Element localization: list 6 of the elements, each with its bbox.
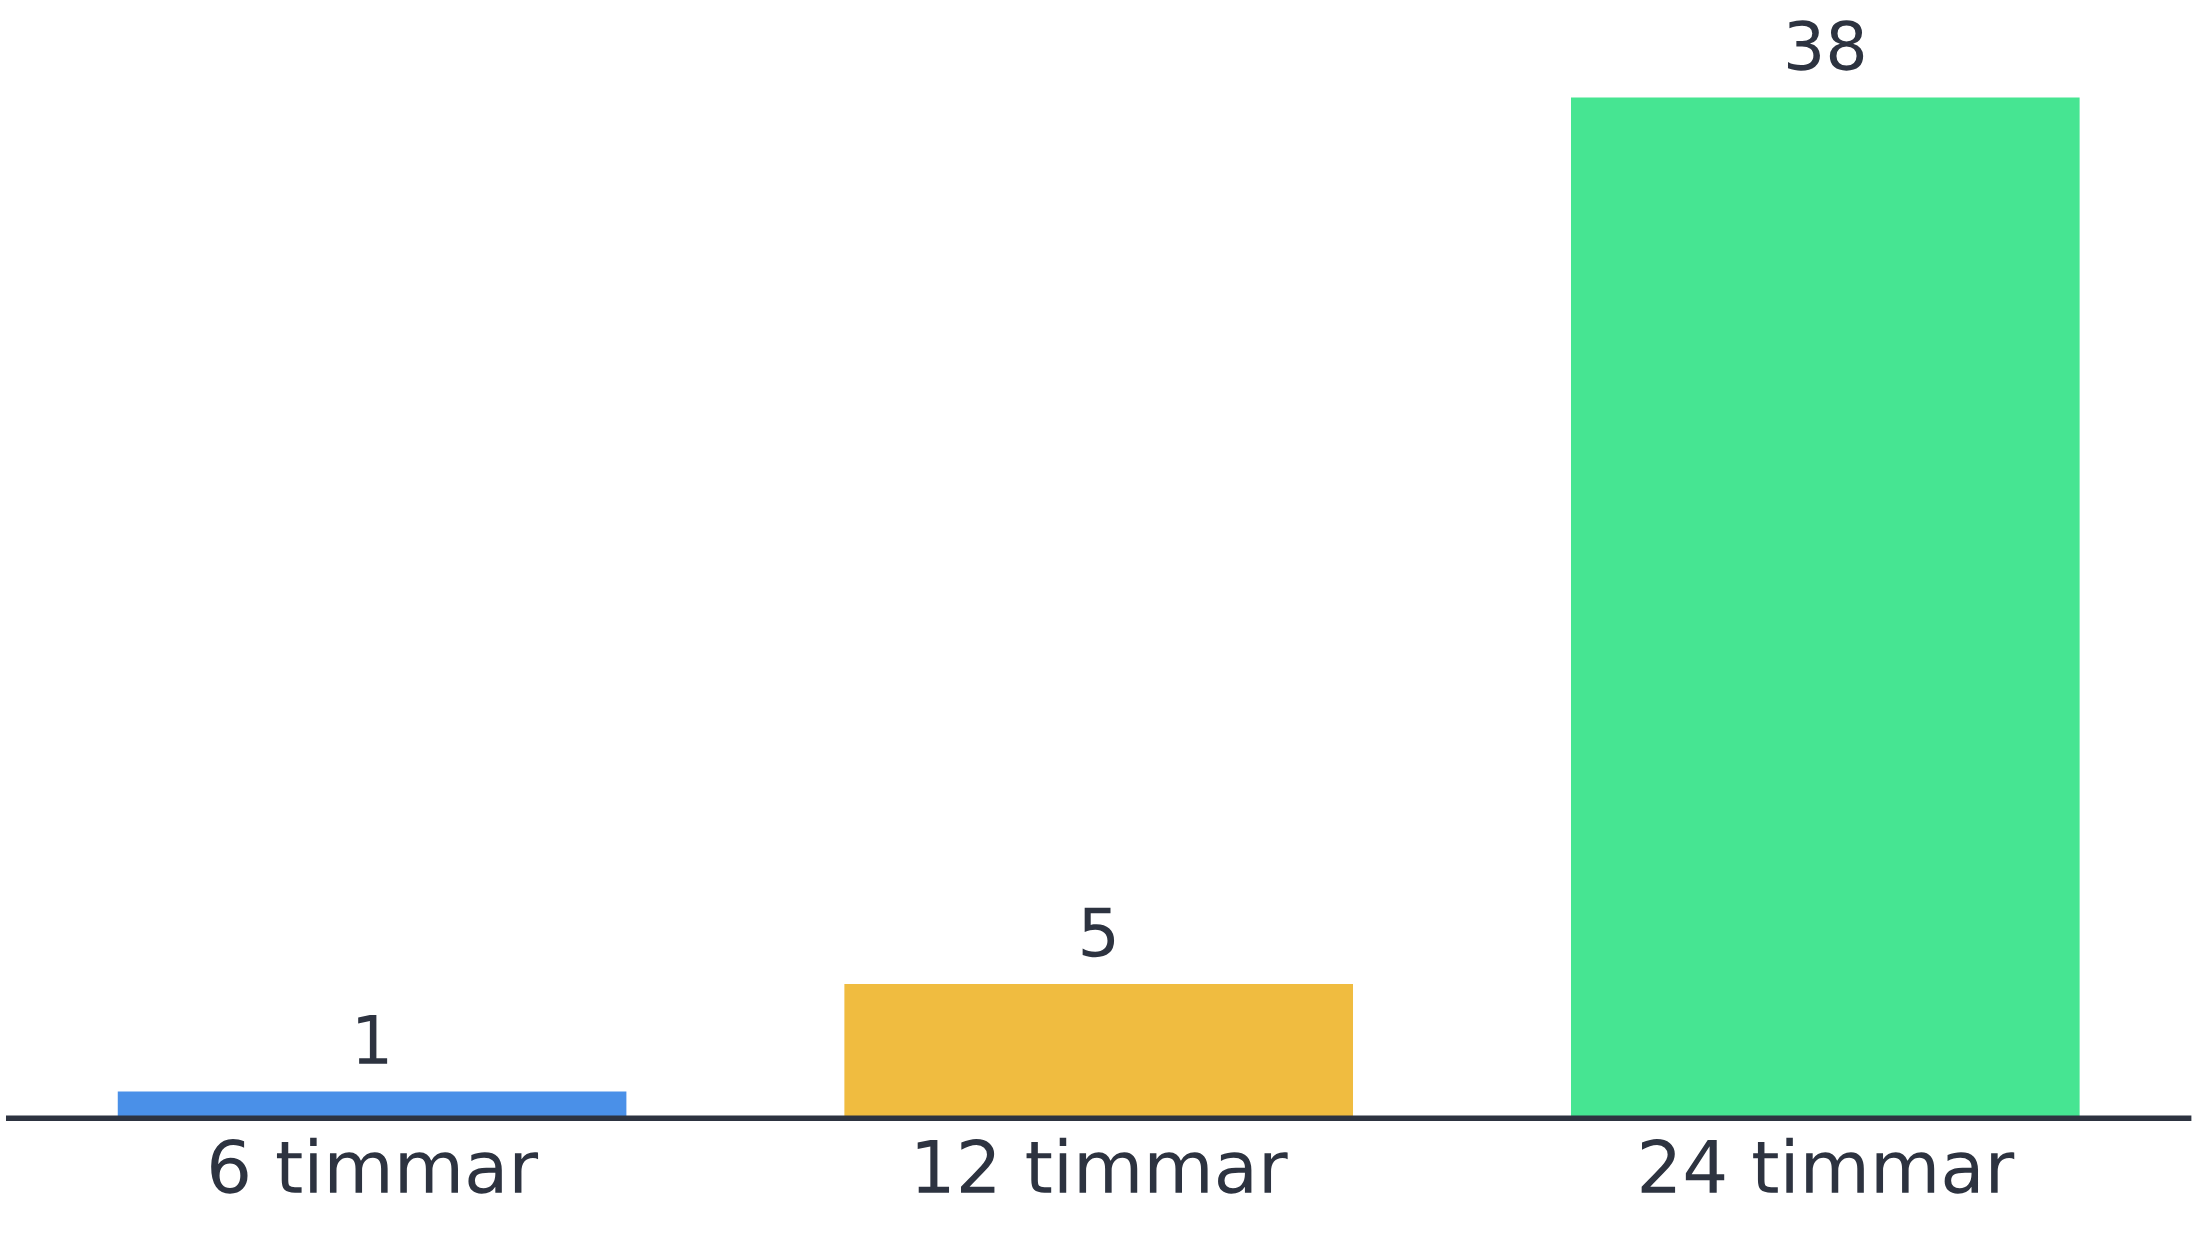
- x-tick-label: 6 timmar: [211, 1137, 539, 1194]
- x-tick-label: 12 timmar: [917, 1137, 1288, 1194]
- data-label: 1: [358, 1015, 388, 1064]
- data-label: 38: [1787, 20, 1864, 71]
- data-label: 5: [1082, 907, 1115, 958]
- x-tick-label: 24 timmar: [1641, 1137, 2015, 1194]
